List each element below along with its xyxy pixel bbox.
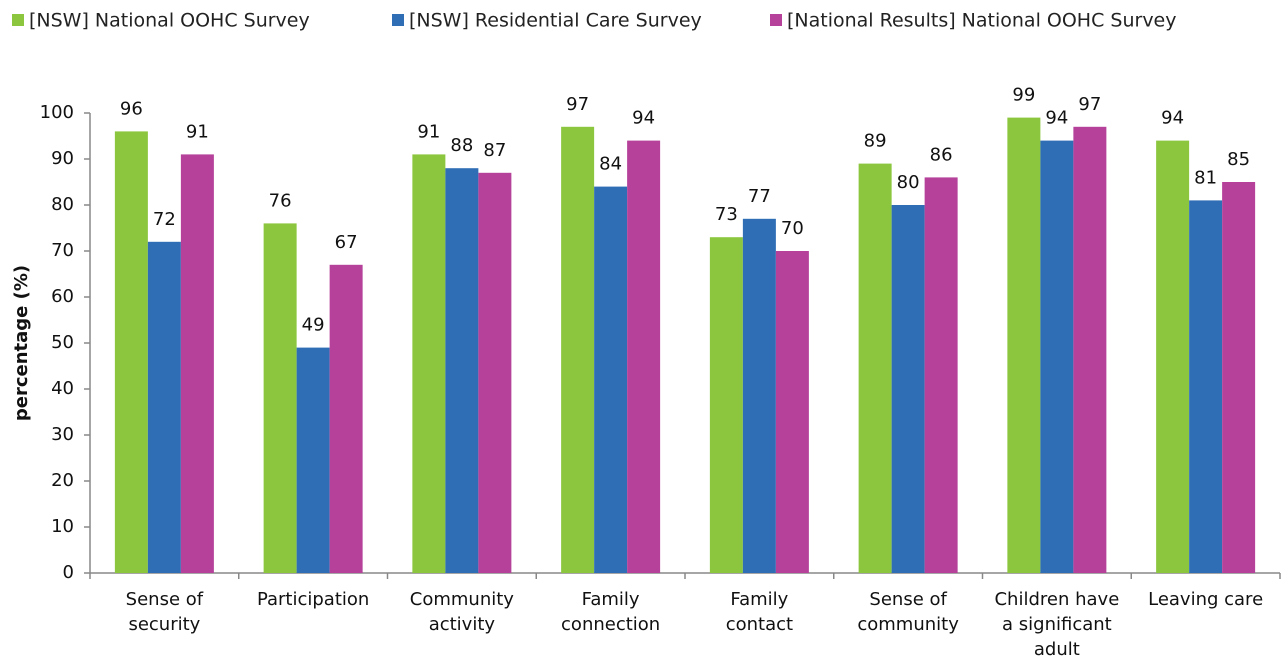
value-label: 94: [1161, 108, 1184, 129]
bar: [858, 163, 892, 573]
y-tick-label: 30: [51, 424, 74, 445]
y-tick-label: 70: [51, 240, 74, 261]
value-label: 96: [120, 98, 143, 119]
bar: [263, 223, 297, 573]
bar: [1156, 140, 1190, 573]
x-tick-label: Community activity: [410, 589, 515, 635]
value-label: 72: [153, 209, 176, 230]
bar: [1007, 117, 1041, 573]
bar: [1222, 182, 1256, 573]
y-tick-label: 20: [51, 470, 74, 491]
bar: [924, 177, 958, 573]
legend-swatch: [770, 14, 782, 26]
bar: [775, 251, 809, 573]
y-axis-label: percentage (%): [11, 265, 32, 421]
x-tick-label: Sense of security: [126, 589, 204, 635]
value-label: 99: [1012, 85, 1035, 106]
bar: [445, 168, 479, 573]
legend: [NSW] National OOHC Survey [NSW] Resident…: [12, 10, 1177, 32]
value-label: 94: [632, 108, 655, 129]
value-label: 49: [302, 315, 325, 336]
y-tick-label: 50: [51, 332, 74, 353]
bar: [478, 172, 512, 574]
value-label: 91: [186, 121, 209, 142]
bar: [1073, 126, 1107, 574]
value-label: 97: [566, 94, 589, 115]
value-label: 88: [450, 135, 473, 156]
value-label: 73: [715, 204, 738, 225]
value-label: 94: [1045, 108, 1068, 129]
bar: [147, 241, 181, 574]
value-label: 87: [483, 140, 506, 161]
bar: [627, 140, 661, 573]
y-tick-label: 0: [63, 562, 74, 583]
y-tick-label: 80: [51, 194, 74, 215]
x-tick-label: Children have a significant adult: [994, 589, 1119, 660]
bar: [412, 154, 446, 573]
y-tick-label: 10: [51, 516, 74, 537]
x-tick-label: Participation: [257, 589, 369, 610]
y-tick-label: 90: [51, 148, 74, 169]
value-label: 81: [1194, 167, 1217, 188]
value-label: 70: [781, 218, 804, 239]
bar: [1189, 200, 1223, 573]
value-label: 80: [897, 172, 920, 193]
y-tick-label: 60: [51, 286, 74, 307]
x-tick-label: Family contact: [726, 589, 793, 635]
value-label: 91: [417, 121, 440, 142]
value-label: 97: [1078, 94, 1101, 115]
bar: [561, 126, 595, 574]
bar: [296, 347, 330, 573]
bar: [114, 131, 148, 573]
value-label: 85: [1227, 149, 1250, 170]
bar: [180, 154, 214, 573]
bar: [709, 237, 743, 573]
value-label: 67: [335, 232, 358, 253]
y-tick-label: 100: [40, 102, 74, 123]
bar: [891, 205, 925, 573]
legend-label: [National Results] National OOHC Survey: [787, 10, 1177, 32]
x-tick-label: Leaving care: [1148, 589, 1263, 610]
bar: [742, 218, 776, 574]
y-tick-label: 40: [51, 378, 74, 399]
legend-label: [NSW] Residential Care Survey: [409, 10, 702, 32]
value-label: 77: [748, 186, 771, 207]
legend-label: [NSW] National OOHC Survey: [29, 10, 310, 32]
value-label: 76: [269, 190, 292, 211]
x-tick-label: Sense of community: [857, 589, 959, 635]
legend-swatch: [392, 14, 404, 26]
value-label: 89: [864, 131, 887, 152]
bar: [1040, 140, 1074, 573]
bar: [329, 264, 363, 573]
value-label: 84: [599, 154, 622, 175]
value-label: 86: [930, 144, 953, 165]
x-tick-label: Family connection: [561, 589, 660, 635]
bar: [594, 186, 628, 573]
legend-swatch: [12, 14, 24, 26]
